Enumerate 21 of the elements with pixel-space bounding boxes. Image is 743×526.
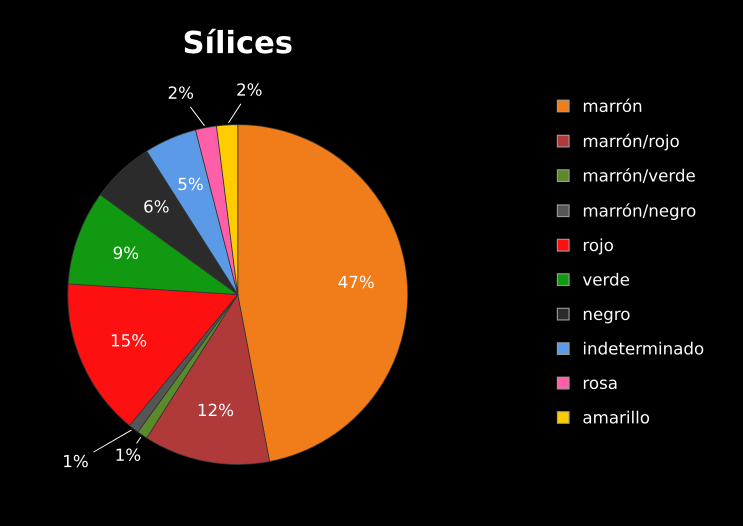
legend-label: rosa: [584, 380, 616, 390]
data-label: 15%: [112, 334, 146, 347]
legend-label: marrón/negro: [584, 203, 696, 220]
data-label: 5%: [178, 178, 203, 190]
data-label: 9%: [114, 246, 138, 260]
data-label: 1%: [116, 448, 140, 462]
data-label: 47%: [338, 276, 374, 288]
legend-label: marrón/verde: [584, 168, 695, 183]
legend-label: verde: [582, 272, 630, 286]
legend-label: marrón/rojo: [584, 134, 679, 150]
data-label: 6%: [144, 200, 169, 213]
legend-label: negro: [584, 310, 630, 324]
chart-title: Sílices: [184, 28, 292, 54]
data-label: 1%: [64, 454, 88, 468]
data-label: 2%: [168, 86, 194, 99]
data-label: 12%: [198, 404, 234, 416]
legend-label: indeterminado: [584, 342, 704, 355]
legend-label: marrón: [584, 98, 642, 112]
legend-label: rojo: [584, 238, 613, 254]
legend-label: amarillo: [583, 410, 650, 424]
data-label: 2%: [237, 83, 262, 96]
